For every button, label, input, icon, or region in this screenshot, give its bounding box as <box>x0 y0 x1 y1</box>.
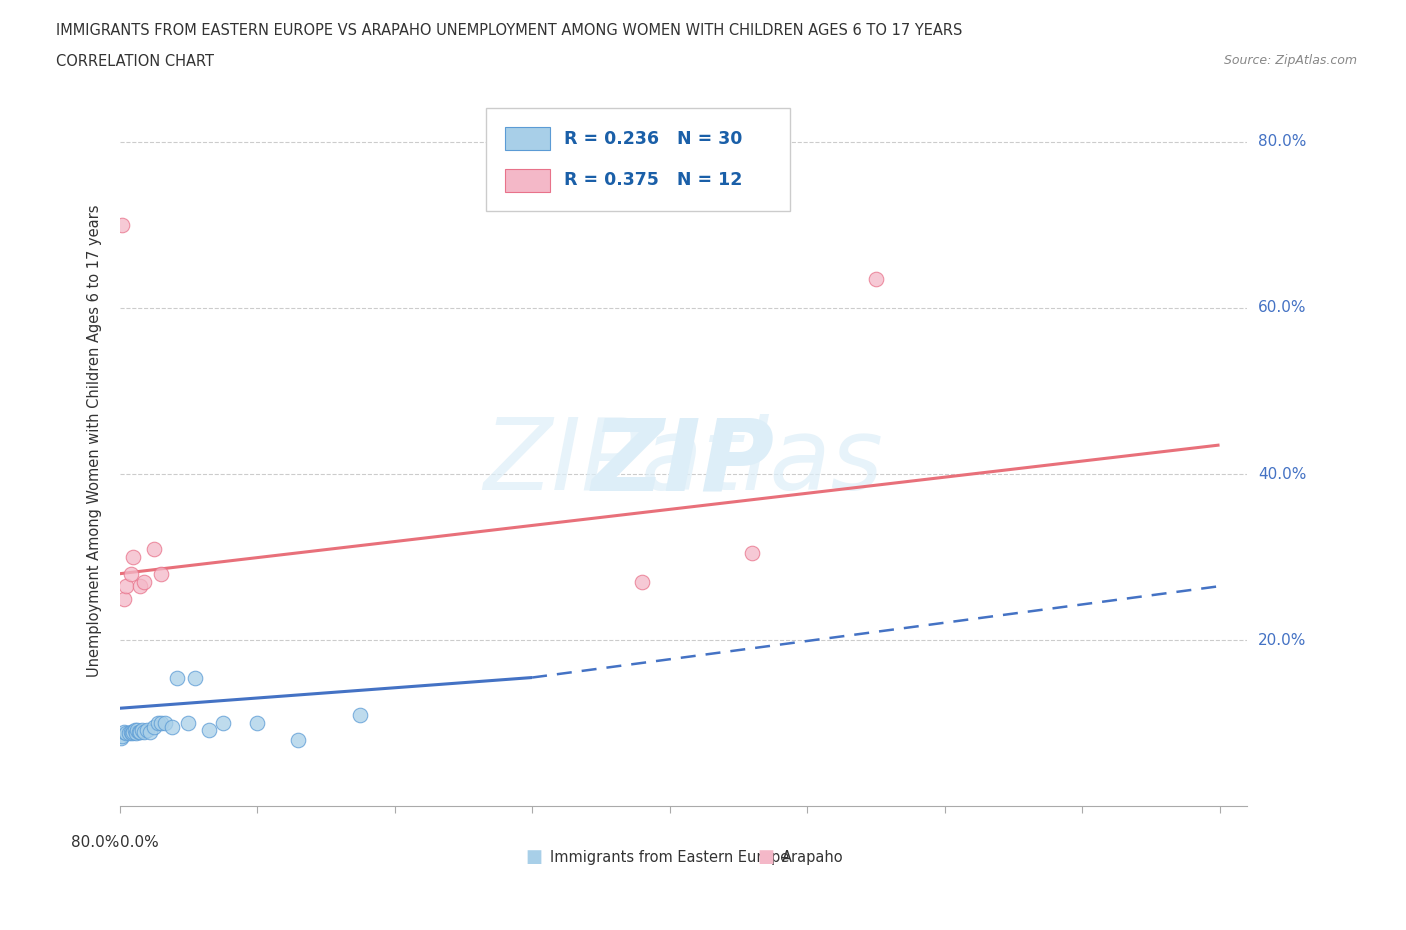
Point <box>160 720 183 735</box>
Point <box>118 725 141 740</box>
Point <box>287 733 309 748</box>
Point <box>177 716 200 731</box>
Text: ZIP: ZIP <box>592 414 775 512</box>
Text: 80.0%: 80.0% <box>72 835 120 851</box>
Point <box>139 724 162 739</box>
Text: Arapaho: Arapaho <box>782 850 844 865</box>
Point <box>125 725 148 740</box>
Point <box>122 724 145 739</box>
Text: CORRELATION CHART: CORRELATION CHART <box>56 54 214 69</box>
Text: R = 0.375   N = 12: R = 0.375 N = 12 <box>564 171 742 190</box>
Point <box>115 578 138 593</box>
Point <box>110 731 132 746</box>
Point <box>143 541 166 556</box>
Point <box>246 716 269 731</box>
Point <box>211 716 233 731</box>
Point <box>115 725 138 740</box>
Text: 80.0%: 80.0% <box>1258 135 1306 150</box>
Point <box>865 272 887 286</box>
Point <box>120 724 142 739</box>
Point <box>112 724 135 739</box>
Point <box>149 566 172 581</box>
Point <box>131 723 153 737</box>
Text: 0.0%: 0.0% <box>120 835 159 851</box>
FancyBboxPatch shape <box>486 108 790 211</box>
Point <box>184 671 207 685</box>
Point <box>129 578 152 593</box>
Point <box>128 724 150 739</box>
Point <box>134 724 156 739</box>
Point <box>153 716 176 731</box>
Point <box>198 723 221 737</box>
FancyBboxPatch shape <box>505 126 550 151</box>
Text: IMMIGRANTS FROM EASTERN EUROPE VS ARAPAHO UNEMPLOYMENT AMONG WOMEN WITH CHILDREN: IMMIGRANTS FROM EASTERN EUROPE VS ARAPAH… <box>56 23 963 38</box>
Point <box>129 724 152 739</box>
Text: ZIPatlas: ZIPatlas <box>484 414 883 512</box>
Point <box>127 723 149 737</box>
Point <box>121 725 143 740</box>
Point <box>120 566 142 581</box>
Point <box>134 575 156 590</box>
Text: Source: ZipAtlas.com: Source: ZipAtlas.com <box>1223 54 1357 67</box>
Text: 60.0%: 60.0% <box>1258 300 1306 315</box>
Point <box>124 723 146 737</box>
Point <box>111 218 134 232</box>
Text: ■: ■ <box>758 848 775 867</box>
Point <box>166 671 188 685</box>
FancyBboxPatch shape <box>505 168 550 193</box>
Y-axis label: Unemployment Among Women with Children Ages 6 to 17 years: Unemployment Among Women with Children A… <box>87 205 101 677</box>
Point <box>143 720 166 735</box>
Point <box>349 708 371 723</box>
Point <box>146 716 169 731</box>
Point <box>741 546 763 561</box>
Text: R = 0.236   N = 30: R = 0.236 N = 30 <box>564 129 742 148</box>
Point <box>149 716 172 731</box>
Text: 40.0%: 40.0% <box>1258 467 1306 482</box>
Point <box>112 591 135 606</box>
Point <box>111 728 134 743</box>
Point <box>631 575 654 590</box>
Point <box>136 723 159 737</box>
Text: Immigrants from Eastern Europe: Immigrants from Eastern Europe <box>550 850 789 865</box>
Text: ■: ■ <box>526 848 543 867</box>
Point <box>122 550 145 565</box>
Text: 20.0%: 20.0% <box>1258 632 1306 647</box>
